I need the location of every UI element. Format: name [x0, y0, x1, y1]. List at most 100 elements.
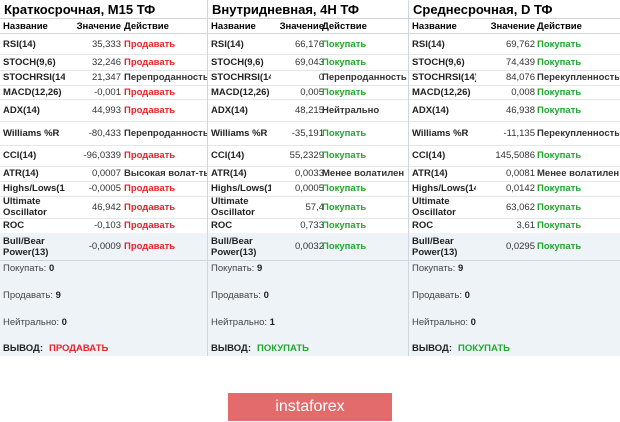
table-row: CCI(14) 55,2329 Покупать [208, 145, 408, 167]
verdict-value: ПРОДАВАТЬ [48, 343, 109, 354]
summary-sell: Продавать: 9 [3, 290, 61, 301]
indicator-value: 0,0007 [91, 168, 121, 179]
summary-sell-label: Продавать: [211, 290, 261, 301]
indicator-name: CCI(14) [412, 150, 446, 161]
indicator-value: -0,0005 [88, 183, 121, 194]
indicator-action: Продавать [124, 86, 176, 98]
indicator-value: -0,103 [94, 220, 121, 231]
indicator-name: Ultimate Oscillator [412, 196, 456, 218]
indicator-action: Высокая волат-ть [124, 168, 207, 179]
summary-neutral-count: 0 [61, 317, 67, 328]
summary-neutral-count: 1 [269, 317, 275, 328]
indicator-action: Покупать [322, 150, 367, 161]
indicator-action: Менее волатилен [322, 168, 405, 179]
indicator-action: Перепроданность [322, 72, 407, 83]
indicator-panels: Краткосрочная, M15 ТФ Название Значение Дей… [0, 0, 620, 356]
indicator-value: 0 [318, 72, 324, 83]
indicator-value: -11,135 [503, 127, 535, 139]
indicator-name: Ultimate Oscillator [3, 196, 47, 218]
indicator-name: RSI(14) [3, 38, 36, 50]
table-row: Highs/Lows(1 0,0005 Покупать [208, 181, 408, 197]
table-row: RSI(14) 69,762 Покупать [409, 34, 620, 55]
table-row: RSI(14) 35,333 Продавать [0, 34, 207, 55]
indicator-value: -0,001 [94, 86, 121, 98]
indicator-action: Покупать [537, 38, 582, 50]
indicator-name: Williams %R [412, 127, 469, 139]
summary-buy: Покупать: 9 [412, 263, 463, 274]
indicator-value: 46,938 [505, 104, 535, 116]
indicator-action: Покупать [537, 220, 582, 231]
indicator-value: 0,0081 [505, 168, 535, 179]
indicator-action: Покупать [537, 104, 582, 116]
indicator-name: Ultimate Oscillator [211, 196, 255, 218]
indicator-value: 0,0142 [505, 183, 535, 194]
indicator-action: Продавать [124, 56, 176, 68]
indicator-value: 69,043 [294, 56, 324, 68]
header-action: Действие [537, 20, 582, 32]
indicator-action: Продавать [124, 220, 176, 231]
indicator-action: Продавать [124, 183, 176, 194]
summary-neutral-count: 0 [470, 317, 476, 328]
table-row: MACD(12,26) 0,008 Покупать [409, 85, 620, 100]
table-row: ADX(14) 44,993 Продавать [0, 99, 207, 122]
table-header: Название Значение Действие [208, 19, 408, 34]
table-row: ATR(14) 0,0007 Высокая волат-ть [0, 166, 207, 182]
table-row: ADX(14) 48,215 Нейтрально [208, 99, 408, 122]
summary-buy: Покупать: 9 [211, 263, 262, 274]
table-header: Название Значение Действие [409, 19, 620, 34]
indicator-action: Продавать [124, 201, 176, 213]
indicator-name: ADX(14) [3, 104, 40, 116]
header-action: Действие [322, 20, 367, 32]
indicator-value: 0,008 [511, 86, 535, 98]
table-row: CCI(14) -96,0339 Продавать [0, 145, 207, 167]
table-row: Ultimate Oscillator 46,942 Продавать [0, 196, 207, 219]
header-value: Значение [279, 20, 324, 32]
summary-sell-count: 0 [263, 290, 269, 301]
indicator-panel: Среднесрочная, D ТФ Название Значение Дейст… [409, 0, 620, 356]
indicator-name: MACD(12,26) [211, 86, 270, 98]
indicator-value: 21,347 [91, 72, 121, 83]
panel-title: Среднесрочная, D ТФ [409, 0, 620, 19]
indicator-name: RSI(14) [412, 38, 445, 50]
indicator-action: Покупать [537, 183, 582, 194]
indicator-name: CCI(14) [3, 150, 37, 161]
indicator-value: 66,176 [294, 38, 324, 50]
table-row: MACD(12,26) 0,005 Покупать [208, 85, 408, 100]
summary-verdict: ВЫВОД: ПОКУПАТЬ [211, 343, 309, 354]
summary-buy-count: 9 [256, 263, 263, 274]
summary-buy-label: Покупать: [211, 263, 255, 274]
indicator-name: Highs/Lows(14) [412, 183, 476, 194]
indicator-name: ATR(14) [3, 168, 39, 179]
indicator-name: Highs/Lows(1 [211, 183, 271, 194]
summary-verdict: ВЫВОД: ПРОДАВАТЬ [3, 343, 108, 354]
table-row: Bull/Bear Power(13) 0,0295 Покупать [409, 233, 620, 261]
table-row: STOCHRSI(14) 84,076 Перекупленность [409, 70, 620, 86]
summary-buy-count: 9 [457, 263, 464, 274]
summary-sell-count: 0 [464, 290, 470, 301]
indicator-action: Покупать [322, 56, 367, 68]
summary-buy-label: Покупать: [3, 263, 47, 274]
table-row: Williams %R -11,135 Перекупленность [409, 121, 620, 146]
table-row: ATR(14) 0,0081 Менее волатилен [409, 166, 620, 182]
verdict-label: ВЫВОД: [412, 343, 452, 354]
indicator-action: Покупать [537, 86, 582, 98]
summary-neutral-label: Нейтрально: [3, 317, 60, 328]
summary-buy: Покупать: 0 [3, 263, 54, 274]
indicator-name: CCI(14) [211, 150, 245, 161]
table-row: ADX(14) 46,938 Покупать [409, 99, 620, 122]
indicator-value: -35,191 [291, 127, 324, 139]
table-row: ATR(14) 0,0033 Менее волатилен [208, 166, 408, 182]
header-action: Действие [124, 20, 169, 32]
indicator-value: 57,4 [305, 201, 325, 213]
indicator-value: 145,5086 [495, 150, 535, 161]
indicator-value: -0,0009 [88, 241, 121, 252]
table-row: STOCH(9,6) 32,246 Продавать [0, 54, 207, 71]
summary-sell: Продавать: 0 [412, 290, 470, 301]
indicator-action: Покупать [537, 201, 582, 213]
summary-buy-count: 0 [48, 263, 55, 274]
indicator-name: ROC [412, 220, 434, 231]
indicator-name: Bull/Bear Power(13) [3, 235, 49, 258]
table-row: STOCHRSI(14) 21,347 Перепроданность [0, 70, 207, 86]
indicator-value: -80,433 [88, 127, 121, 139]
verdict-value: ПОКУПАТЬ [256, 343, 309, 354]
